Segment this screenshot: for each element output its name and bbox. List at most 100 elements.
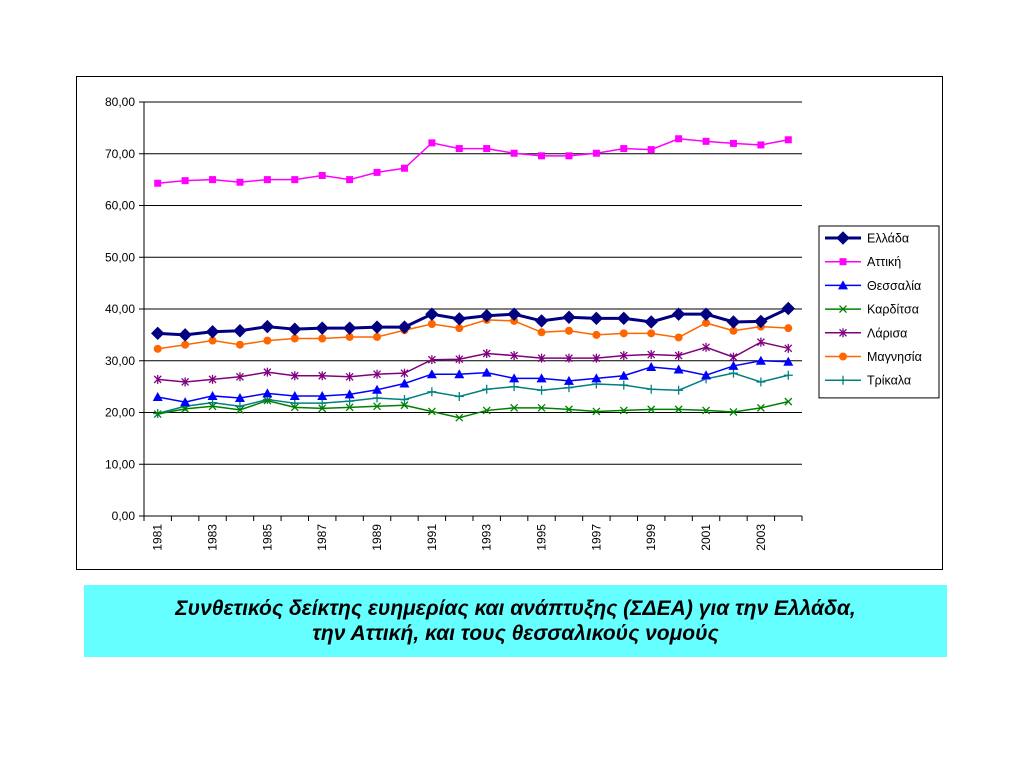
legend-item: Θεσσαλία xyxy=(825,279,921,293)
data-point xyxy=(153,410,162,419)
data-point xyxy=(454,369,465,379)
data-point xyxy=(290,371,299,381)
legend-marker xyxy=(839,352,847,361)
y-tick-label: 30,00 xyxy=(105,354,135,368)
data-point xyxy=(702,342,711,352)
legend-marker xyxy=(838,280,848,290)
data-point xyxy=(784,324,793,333)
data-point xyxy=(151,326,165,341)
data-point xyxy=(564,405,573,414)
data-point xyxy=(781,301,795,316)
data-point xyxy=(263,367,272,377)
data-point xyxy=(592,330,601,339)
x-tick-label: 1997 xyxy=(589,524,603,551)
data-point xyxy=(290,403,299,412)
data-point xyxy=(260,319,275,334)
data-point xyxy=(646,361,657,371)
data-point xyxy=(755,355,766,365)
data-point xyxy=(509,382,519,392)
data-point xyxy=(728,360,739,370)
data-point xyxy=(373,332,382,341)
data-point xyxy=(729,139,737,147)
series-line xyxy=(157,137,789,184)
data-point xyxy=(537,353,546,363)
data-point xyxy=(455,354,464,364)
data-point xyxy=(262,388,273,398)
data-point xyxy=(480,309,494,323)
data-point xyxy=(591,373,602,383)
data-point xyxy=(235,372,244,382)
data-point xyxy=(154,179,162,187)
data-point xyxy=(536,373,547,383)
data-point xyxy=(208,402,217,411)
data-point xyxy=(427,407,436,416)
data-point xyxy=(345,403,354,412)
data-point xyxy=(538,152,546,160)
data-point xyxy=(233,324,247,338)
data-point xyxy=(263,176,271,184)
series-star xyxy=(153,337,793,387)
axes: 0,00 10,00 20,00 30,00 40,00 50,00 60,00 70,00 8… xyxy=(105,95,803,551)
data-point xyxy=(427,320,436,329)
data-point xyxy=(510,351,519,361)
data-point xyxy=(783,356,794,366)
y-tick-label: 10,00 xyxy=(105,457,135,471)
data-point xyxy=(702,318,711,327)
y-tick-label: 70,00 xyxy=(105,147,135,161)
data-point xyxy=(619,351,628,361)
data-point xyxy=(208,336,217,345)
data-point xyxy=(318,334,327,343)
series-line xyxy=(157,372,789,415)
legend-item: Καρδίτσα xyxy=(825,303,919,317)
data-point xyxy=(318,371,327,381)
x-tick-label: 1999 xyxy=(644,524,658,551)
data-point xyxy=(236,178,244,186)
legend: Ελλάδα Αττική Θεσσαλία Καρδίτσα Λάρισα Μαγνησ… xyxy=(818,225,940,399)
caption-line-2: την Αττική, και τους θεσσαλικούς νομούς xyxy=(312,622,719,645)
data-point xyxy=(726,315,741,329)
series-line xyxy=(157,399,789,419)
data-point xyxy=(702,406,711,415)
data-point xyxy=(317,390,328,400)
data-point xyxy=(674,385,684,395)
data-point xyxy=(784,136,792,144)
data-point xyxy=(372,384,383,394)
data-point xyxy=(290,334,299,343)
data-point xyxy=(674,333,683,342)
data-point xyxy=(619,329,628,338)
data-point xyxy=(564,353,573,363)
data-point xyxy=(592,353,601,363)
data-point xyxy=(754,314,768,329)
legend-label: Θεσσαλία xyxy=(867,279,921,293)
data-point xyxy=(263,336,272,345)
data-point xyxy=(399,378,410,388)
y-tick-label: 20,00 xyxy=(105,406,135,420)
series-triangle xyxy=(152,355,794,407)
data-point xyxy=(208,374,217,384)
x-tick-label: 1987 xyxy=(315,524,329,551)
data-point xyxy=(152,391,163,401)
data-point xyxy=(181,340,190,349)
data-point xyxy=(235,340,244,349)
data-point xyxy=(647,350,656,360)
data-point xyxy=(345,372,354,382)
data-point xyxy=(455,324,464,333)
data-point xyxy=(370,320,384,334)
legend-label: Ελλάδα xyxy=(867,232,909,246)
data-point xyxy=(510,403,519,412)
data-point xyxy=(455,145,463,153)
data-point xyxy=(562,310,576,324)
legend-item: Αττική xyxy=(825,255,901,269)
caption-line-1: Συνθετικός δείκτης ευημερίας και ανάπτυξ… xyxy=(175,597,856,620)
legend-item: Τρίκαλα xyxy=(825,374,911,388)
series-diamond xyxy=(151,301,795,342)
x-tick-label: 1995 xyxy=(535,524,549,551)
series-lines xyxy=(151,135,795,422)
data-point xyxy=(702,137,710,145)
x-tick-label: 1989 xyxy=(370,524,384,551)
data-point xyxy=(153,344,162,353)
y-tick-label: 40,00 xyxy=(105,302,135,316)
x-tick-label: 1991 xyxy=(425,524,439,551)
data-point xyxy=(288,322,302,336)
data-point xyxy=(729,408,738,416)
